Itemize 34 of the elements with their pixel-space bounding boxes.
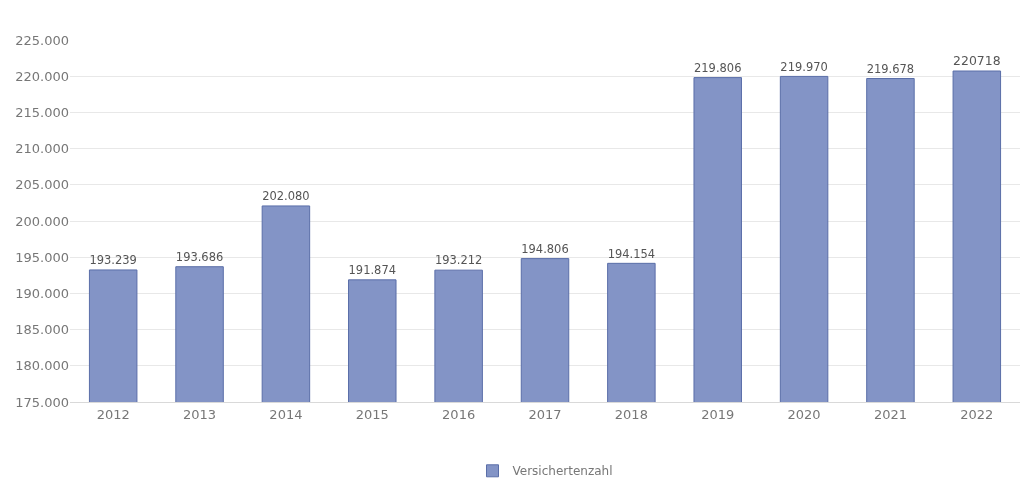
data-label: 220718 — [953, 53, 1001, 69]
y-tick-label: 220.000 — [15, 68, 69, 84]
data-label: 219.970 — [780, 59, 828, 74]
x-tick-label: 2020 — [787, 406, 821, 422]
data-label: 193.686 — [175, 250, 224, 265]
y-tick-label: 185.000 — [15, 322, 69, 338]
x-tick-label: 2014 — [269, 406, 303, 422]
x-tick-label: 2013 — [183, 406, 217, 422]
y-tick-label: 205.000 — [15, 177, 69, 193]
y-tick-label: 190.000 — [15, 285, 69, 301]
x-tick-label: 2016 — [442, 406, 476, 422]
y-tick-label: 180.000 — [15, 358, 69, 374]
x-tick-label: 2021 — [873, 406, 907, 422]
data-label: 193.239 — [89, 253, 137, 268]
x-tick-label: 2012 — [96, 406, 130, 422]
x-tick-label: 2017 — [528, 406, 562, 422]
x-tick-label: 2019 — [701, 406, 735, 422]
y-tick-label: 225.000 — [15, 32, 69, 48]
y-tick-label: 200.000 — [15, 213, 69, 229]
y-tick-label: 175.000 — [15, 394, 69, 410]
legend-label: Versichertenzahl — [512, 464, 613, 479]
y-tick-label: 210.000 — [15, 141, 69, 157]
data-label: 219.806 — [694, 60, 742, 75]
data-label: 191.874 — [348, 263, 396, 278]
x-tick-label: 2022 — [960, 406, 994, 422]
data-label: 202.080 — [262, 189, 310, 204]
data-label: 194.806 — [521, 241, 569, 256]
data-label: 193.212 — [434, 253, 483, 268]
y-tick-label: 195.000 — [15, 249, 69, 265]
data-label: 219.678 — [866, 61, 915, 76]
y-tick-label: 215.000 — [15, 104, 69, 120]
x-tick-label: 2015 — [355, 406, 389, 422]
x-tick-label: 2018 — [614, 406, 648, 422]
data-label: 194.154 — [607, 246, 656, 261]
